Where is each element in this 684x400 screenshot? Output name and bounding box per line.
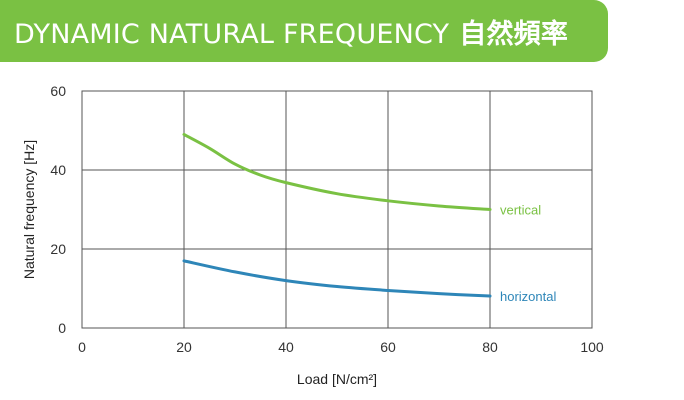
series-label-horizontal: horizontal xyxy=(500,289,556,304)
chart-ticks-group: 0 20 40 60 80 100 0 20 40 60 xyxy=(50,83,603,355)
chart-title-cjk: 自然頻率 xyxy=(459,18,569,50)
x-tick-label-3: 60 xyxy=(380,339,396,355)
series-line-horizontal xyxy=(182,259,492,298)
x-axis-label: Load [N/cm²] xyxy=(297,371,377,387)
y-tick-label-2: 40 xyxy=(50,162,66,178)
x-tick-label-5: 100 xyxy=(580,339,604,355)
chart-title: DYNAMIC NATURAL FREQUENCY 自然頻率 xyxy=(14,12,568,51)
x-tick-label-2: 40 xyxy=(278,339,294,355)
chart-title-text: DYNAMIC NATURAL FREQUENCY xyxy=(14,18,450,50)
series-line-vertical xyxy=(182,132,492,211)
y-axis-label: Natural frequency [Hz] xyxy=(21,140,37,279)
y-tick-label-3: 60 xyxy=(50,83,66,99)
series-label-vertical: vertical xyxy=(500,203,541,218)
y-tick-label-1: 20 xyxy=(50,241,66,257)
x-tick-label-1: 20 xyxy=(176,339,192,355)
chart-series-group: vertical horizontal xyxy=(182,132,556,304)
x-tick-label-4: 80 xyxy=(482,339,498,355)
chart-grid xyxy=(81,90,593,329)
x-tick-label-0: 0 xyxy=(78,339,86,355)
y-tick-label-0: 0 xyxy=(58,320,66,336)
chart-header-banner: DYNAMIC NATURAL FREQUENCY 自然頻率 xyxy=(0,0,608,62)
